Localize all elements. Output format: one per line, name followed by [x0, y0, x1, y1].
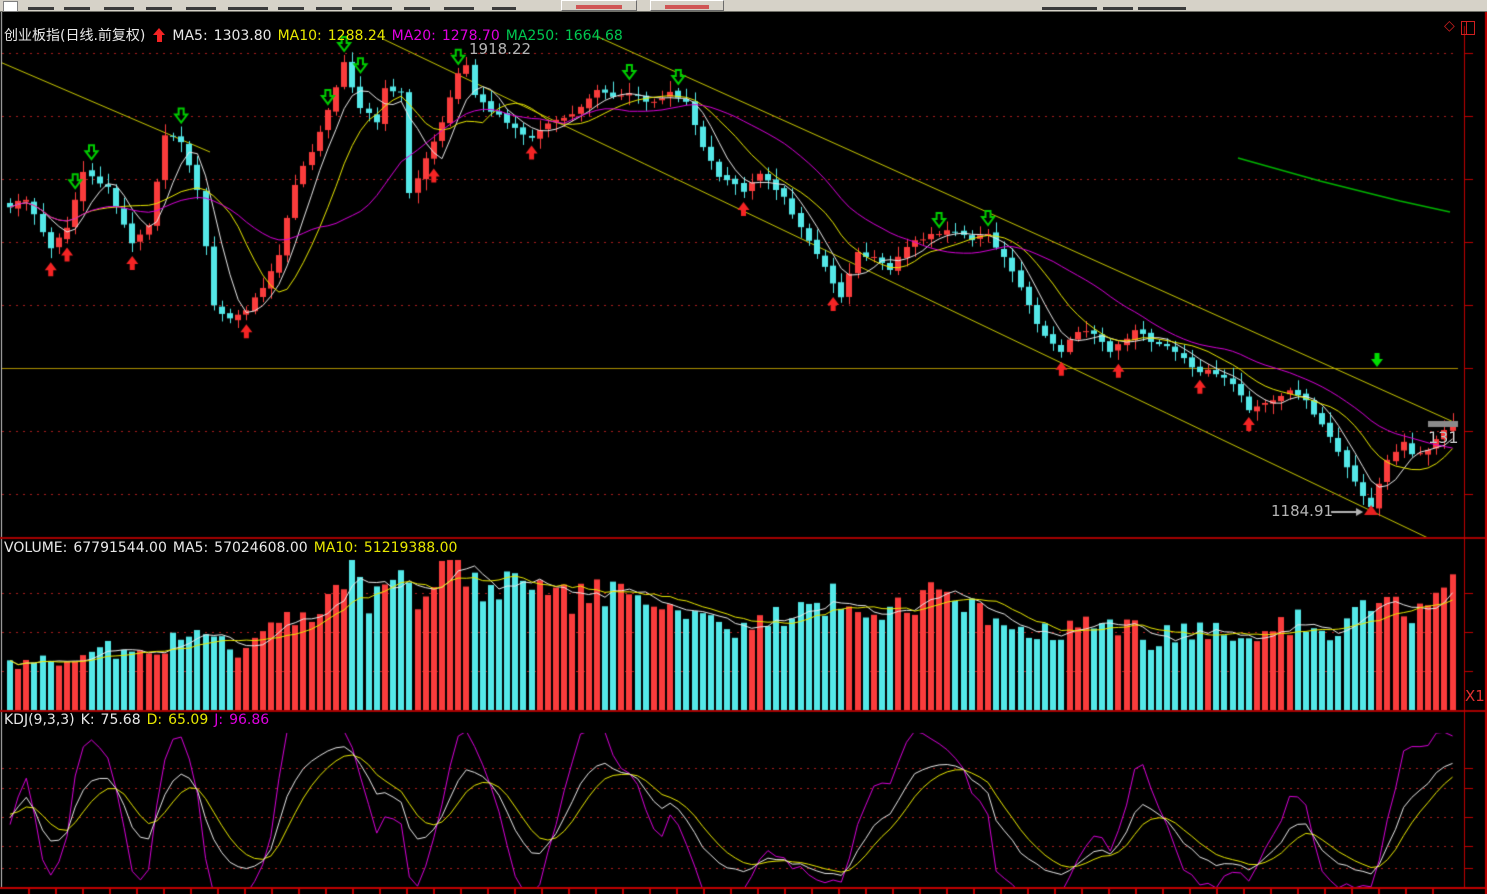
zoom-level-label[interactable]: X1: [1465, 687, 1485, 705]
j-label: J:: [214, 712, 224, 728]
vol-ma10-value: 51219388.00: [363, 540, 458, 556]
menu-item-fragment[interactable]: [316, 7, 342, 10]
vol-ma10-label: MA10:: [313, 540, 358, 556]
volume-value: 67791544.00: [73, 540, 167, 556]
window-icon[interactable]: [1461, 21, 1475, 35]
kdj-header: KDJ(9,3,3) K: 75.68 D: 65.09 J: 96.86: [4, 713, 275, 727]
ma10-value: 1288.24: [327, 28, 386, 44]
volume-header: VOLUME: 67791544.00 MA5: 57024608.00 MA10: 51…: [4, 541, 463, 555]
ma250-value: 1664.68: [564, 28, 623, 44]
vol-ma5-label: MA5:: [172, 540, 209, 556]
last-price-annotation: 131: [1428, 428, 1459, 447]
d-value: 65.09: [168, 712, 209, 728]
menu-item-fragment[interactable]: [1042, 7, 1097, 10]
menu-item-fragment[interactable]: [64, 7, 90, 10]
j-value: 96.86: [229, 712, 270, 728]
menu-item-fragment[interactable]: [1103, 7, 1133, 10]
k-label: K:: [80, 712, 95, 728]
menu-bar[interactable]: [0, 0, 1487, 12]
ma20-value: 1278.70: [441, 28, 500, 44]
high-price-annotation: 1918.22: [469, 40, 532, 58]
ma20-label: MA20:: [391, 28, 436, 44]
diamond-icon[interactable]: ◇: [1444, 18, 1455, 34]
vol-ma5-value: 57024608.00: [214, 540, 308, 556]
instrument-title: 创业板指(日线.前复权): [4, 28, 146, 44]
ma10-label: MA10:: [277, 28, 322, 44]
ma250-label: MA250:: [505, 28, 559, 44]
main-chart-header: 创业板指(日线.前复权) MA5: 1303.80 MA10: 1288.24 MA20:…: [4, 28, 629, 43]
red-text-fragment: [576, 5, 622, 9]
menu-item-fragment[interactable]: [1138, 7, 1186, 10]
menu-item-fragment[interactable]: [404, 7, 430, 10]
trend-up-arrow-icon: [153, 28, 166, 42]
low-price-annotation: 1184.91: [1271, 502, 1334, 520]
menu-item-fragment[interactable]: [278, 7, 304, 10]
menu-item-fragment[interactable]: [492, 7, 516, 10]
red-text-fragment: [665, 5, 709, 9]
ma5-label: MA5:: [172, 28, 208, 44]
k-value: 75.68: [100, 712, 141, 728]
menu-item-fragment[interactable]: [228, 7, 268, 10]
volume-label: VOLUME:: [4, 540, 68, 556]
menu-item-fragment[interactable]: [146, 7, 172, 10]
menu-quote-button[interactable]: [561, 0, 637, 11]
menu-item-fragment[interactable]: [186, 7, 216, 10]
ma5-value: 1303.80: [213, 28, 272, 44]
kdj-name: KDJ(9,3,3): [4, 712, 75, 728]
menu-quote-button-2[interactable]: [650, 0, 724, 11]
menu-item-fragment[interactable]: [444, 7, 474, 10]
menu-item-fragment[interactable]: [352, 7, 392, 10]
d-label: D:: [146, 712, 163, 728]
menu-item-fragment[interactable]: [104, 7, 134, 10]
system-icon[interactable]: [3, 1, 18, 12]
menu-item-fragment[interactable]: [28, 7, 54, 10]
